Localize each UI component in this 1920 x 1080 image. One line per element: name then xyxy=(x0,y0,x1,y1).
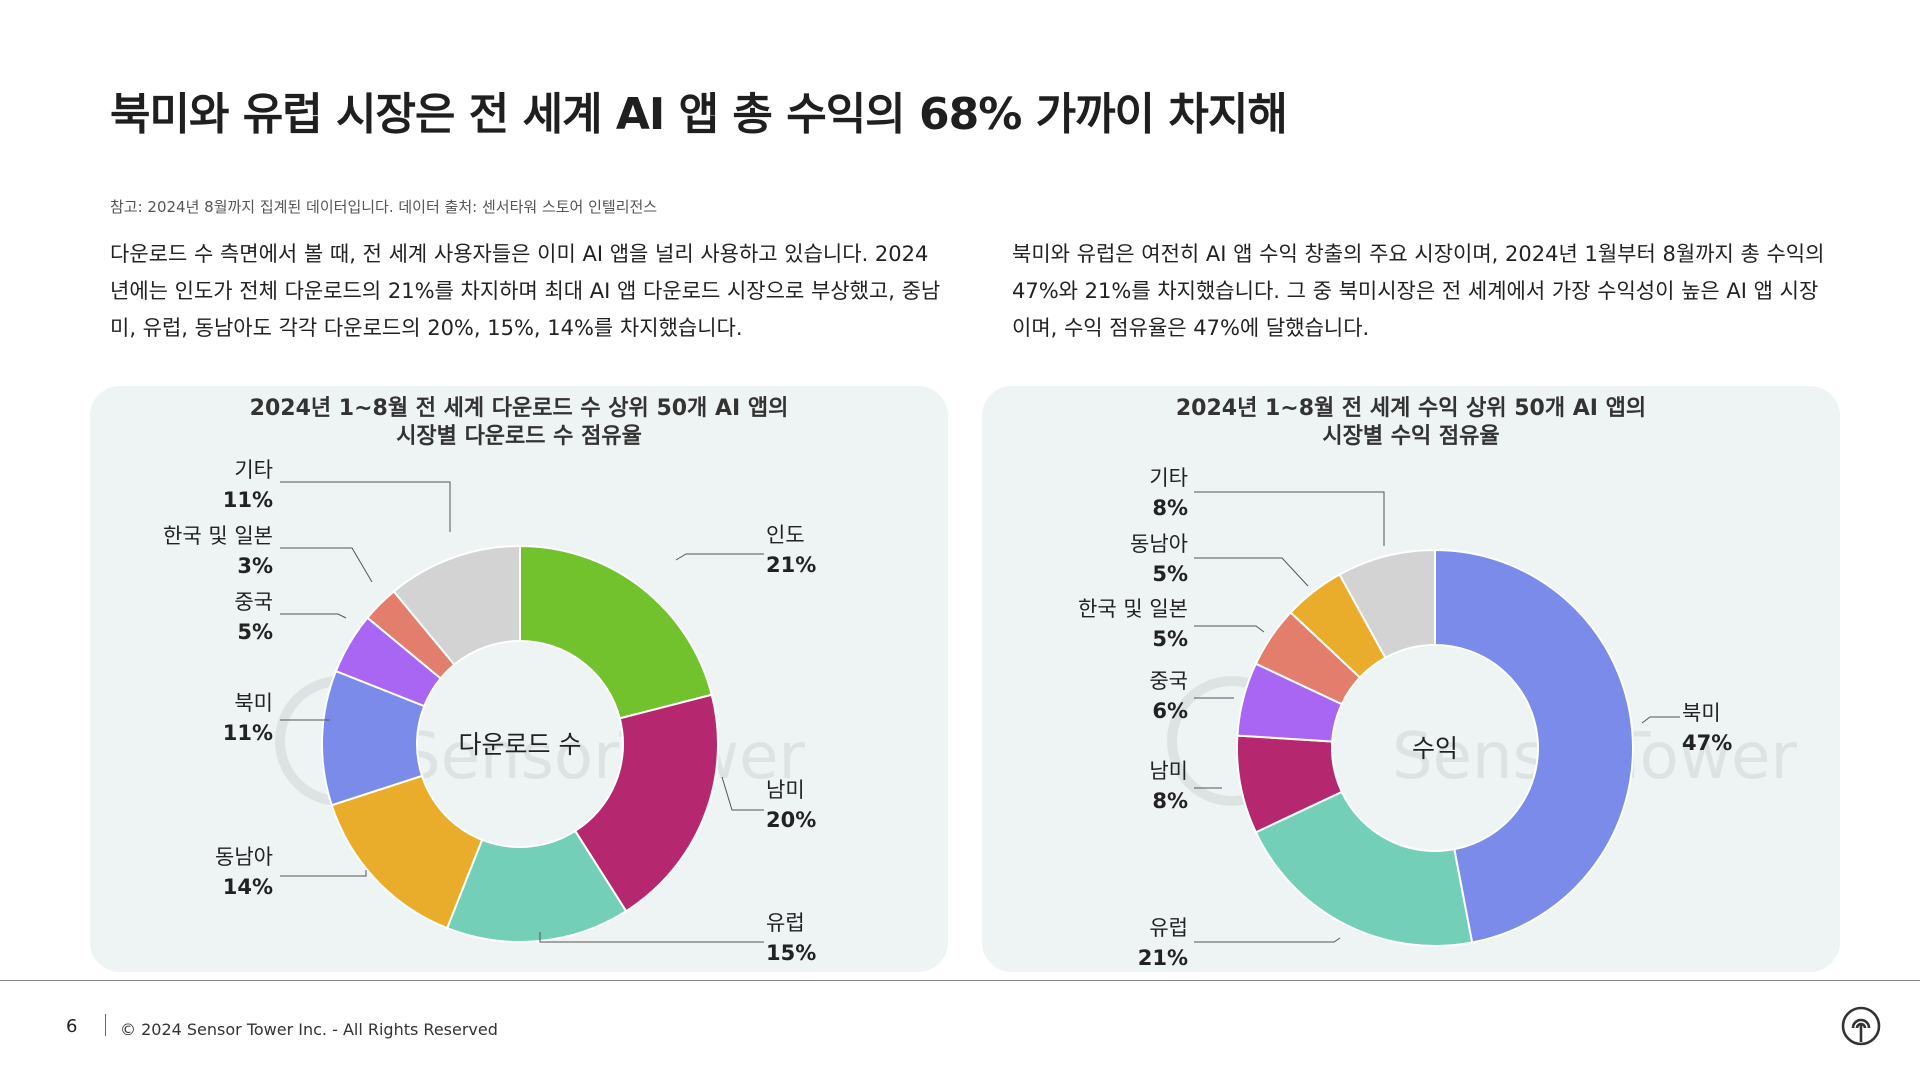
copyright: © 2024 Sensor Tower Inc. - All Rights Re… xyxy=(120,1020,498,1039)
leader-line-동남아 xyxy=(1194,557,1309,587)
slice-label-value: 14% xyxy=(223,875,273,899)
slice-label-value: 47% xyxy=(1682,731,1732,755)
downloads-donut-chart: SensorTower 2024년 1~8월 전 세계 다운로드 수 상위 50개… xyxy=(163,396,816,965)
slice-label-value: 20% xyxy=(766,808,816,832)
slice-북미 xyxy=(1434,548,1634,944)
leader-line-동남아 xyxy=(280,870,367,877)
slice-label-name: 동남아 xyxy=(1130,532,1188,556)
slice-기타 xyxy=(1338,548,1436,660)
slice-label-name: 인도 xyxy=(766,523,805,547)
center-label: 다운로드 수 xyxy=(459,730,582,759)
slice-label-name: 중국 xyxy=(234,590,273,614)
center-label: 수익 xyxy=(1412,734,1458,763)
svg-text:SensorTower: SensorTower xyxy=(400,720,805,794)
leader-line-기타 xyxy=(280,481,451,532)
footer-separator xyxy=(105,1014,106,1036)
chart-title-line-2: 시장별 다운로드 수 점유율 xyxy=(396,424,642,449)
page-number: 6 xyxy=(66,1016,78,1037)
slice-label-name: 기타 xyxy=(1149,466,1188,490)
slice-label-value: 3% xyxy=(237,554,273,578)
slice-label-name: 기타 xyxy=(234,458,273,482)
footer-divider xyxy=(0,980,1920,981)
paragraph-downloads: 다운로드 수 측면에서 볼 때, 전 세계 사용자들은 이미 AI 앱을 널리 … xyxy=(110,242,941,340)
slice-label-value: 21% xyxy=(766,553,816,577)
leader-line-인도 xyxy=(675,553,764,561)
leader-line-유럽 xyxy=(1194,937,1341,943)
slice-label-name: 유럽 xyxy=(766,911,805,935)
paragraph-revenue: 북미와 유럽은 여전히 AI 앱 수익 창출의 주요 시장이며, 2024년 1… xyxy=(1012,242,1825,340)
sensor-tower-logo-icon xyxy=(1841,1006,1881,1046)
chart-title-line-1: 2024년 1~8월 전 세계 다운로드 수 상위 50개 AI 앱의 xyxy=(250,396,789,421)
slice-남미 xyxy=(573,693,719,913)
slice-label-name: 북미 xyxy=(1682,701,1721,725)
page-title: 북미와 유럽 시장은 전 세계 AI 앱 총 수익의 68% 가까이 차지해 xyxy=(110,89,1288,140)
leader-line-남미 xyxy=(721,776,764,811)
slice-유럽 xyxy=(1254,790,1474,947)
leader-line-기타 xyxy=(1194,491,1385,546)
slice-인도 xyxy=(519,544,713,720)
leader-line-유럽 xyxy=(539,932,764,943)
chart-title-line-2: 시장별 수익 점유율 xyxy=(1322,424,1499,449)
chart-title-line-1: 2024년 1~8월 전 세계 수익 상위 50개 AI 앱의 xyxy=(1176,396,1646,421)
slice-label-name: 한국 및 일본 xyxy=(1078,597,1188,621)
slice-label-value: 11% xyxy=(223,488,273,512)
slice-label-value: 21% xyxy=(1138,946,1188,970)
slice-label-value: 11% xyxy=(223,721,273,745)
slice-label-value: 15% xyxy=(766,941,816,965)
slice-label-name: 동남아 xyxy=(215,845,273,869)
source-note: 참고: 2024년 8월까지 집계된 데이터입니다. 데이터 출처: 센서타워 … xyxy=(110,198,658,216)
slice-label-name: 남미 xyxy=(1149,759,1188,783)
slice-label-name: 중국 xyxy=(1149,669,1188,693)
slice-label-value: 5% xyxy=(237,620,273,644)
leader-line-북미 xyxy=(1641,716,1680,724)
downloads-chart-panel: SensorTower 2024년 1~8월 전 세계 다운로드 수 상위 50개… xyxy=(90,386,948,972)
slice-label-value: 6% xyxy=(1152,699,1188,723)
leader-line-중국 xyxy=(280,613,347,619)
slice-label-value: 5% xyxy=(1152,627,1188,651)
slice-label-value: 8% xyxy=(1152,496,1188,520)
leader-line-한국-및-일본 xyxy=(1194,625,1265,633)
slice-label-name: 유럽 xyxy=(1149,916,1188,940)
slice-label-name: 한국 및 일본 xyxy=(163,524,273,548)
slice-기타 xyxy=(392,544,521,667)
slice-label-name: 남미 xyxy=(766,778,805,802)
slice-label-name: 북미 xyxy=(234,691,273,715)
slice-label-value: 8% xyxy=(1152,789,1188,813)
leader-line-한국-및-일본 xyxy=(280,547,373,583)
slice-label-value: 5% xyxy=(1152,562,1188,586)
